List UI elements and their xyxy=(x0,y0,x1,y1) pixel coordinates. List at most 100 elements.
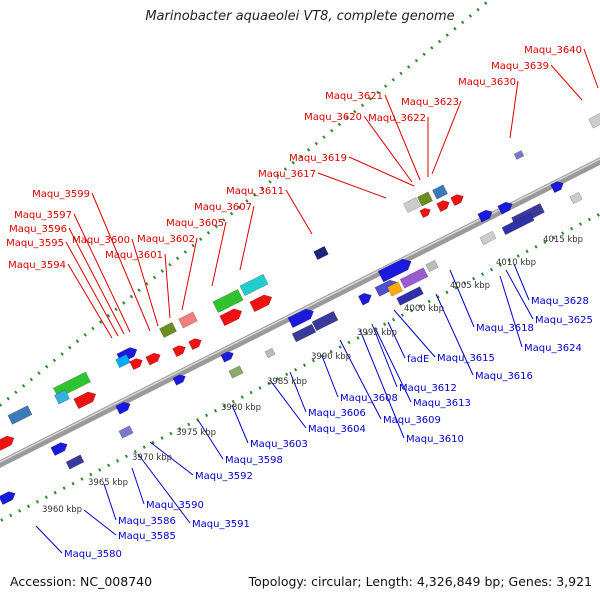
label-leaders xyxy=(35,48,599,554)
forward-gene-leader xyxy=(509,80,519,139)
forward-gene-leader xyxy=(384,94,421,181)
scale-tick-label: 3980 kbp xyxy=(221,403,261,413)
gene-feature-43 xyxy=(65,454,85,470)
gene-feature-35 xyxy=(497,201,513,215)
forward-gene-label: Maqu_3630 xyxy=(458,77,516,88)
gene-feature-29 xyxy=(417,191,433,207)
reverse-gene-label: Maqu_3580 xyxy=(64,549,122,560)
gene-feature-18 xyxy=(287,308,314,329)
forward-gene-label: Maqu_3595 xyxy=(6,238,64,249)
reverse-gene-leader xyxy=(197,419,224,460)
forward-gene-leader xyxy=(65,241,119,337)
gene-feature-33 xyxy=(450,194,464,207)
reverse-gene-leader xyxy=(103,483,117,521)
genome-summary: Topology: circular; Length: 4,326,849 bp… xyxy=(248,574,592,589)
gene-feature-41 xyxy=(569,191,583,205)
reverse-gene-leader xyxy=(269,379,307,429)
reverse-gene-leader xyxy=(449,269,475,328)
reverse-gene-label: Maqu_3613 xyxy=(413,398,471,409)
gene-feature-49 xyxy=(228,365,244,379)
gene-feature-12 xyxy=(172,345,186,358)
reverse-gene-leader xyxy=(393,309,436,358)
gene-feature-9 xyxy=(145,352,161,366)
gene-feature-25 xyxy=(387,281,403,297)
reverse-gene-label: Maqu_3628 xyxy=(531,296,589,307)
gene-feature-46 xyxy=(118,425,134,439)
forward-gene-label: Maqu_3622 xyxy=(368,113,426,124)
forward-gene-leader xyxy=(583,48,599,89)
reverse-gene-label: Maqu_3604 xyxy=(308,424,366,435)
reverse-gene-leader xyxy=(359,329,405,439)
reverse-gene-leader xyxy=(289,371,307,413)
forward-gene-label: Maqu_3600 xyxy=(72,235,130,246)
gene-feature-51 xyxy=(313,245,329,261)
gene-feature-47 xyxy=(172,374,186,386)
reverse-gene-leader xyxy=(375,329,412,403)
forward-gene-leader xyxy=(348,156,415,187)
forward-gene-leader xyxy=(164,253,171,319)
scale-tick-label: 4015 kbp xyxy=(543,235,583,245)
gene-feature-37 xyxy=(479,230,497,246)
gene-feature-19 xyxy=(311,310,339,332)
forward-gene-label: Maqu_3596 xyxy=(9,224,67,235)
gene-feature-11 xyxy=(178,311,198,329)
gene-feature-10 xyxy=(159,322,177,338)
reverse-gene-label: Maqu_3586 xyxy=(118,516,176,527)
scale-tick-label: 3960 kbp xyxy=(42,505,82,515)
gene-feature-22 xyxy=(377,258,412,283)
gene-feature-21 xyxy=(358,293,372,306)
forward-gene-leader xyxy=(91,192,151,332)
forward-gene-label: Maqu_3639 xyxy=(491,61,549,72)
scale-tick-label: 3965 kbp xyxy=(88,478,128,488)
reverse-gene-leader xyxy=(35,525,63,554)
gene-feature-27 xyxy=(425,259,439,273)
genome-title: Marinobacter aquaeolei VT8, complete gen… xyxy=(145,9,455,24)
reverse-gene-leader xyxy=(371,323,398,388)
gene-feature-24 xyxy=(399,267,429,289)
gene-feature-30 xyxy=(432,184,448,200)
forward-gene-label: Maqu_3619 xyxy=(289,153,347,164)
reverse-gene-label: Maqu_3609 xyxy=(383,415,441,426)
reverse-gene-label: Maqu_3612 xyxy=(399,383,457,394)
forward-gene-leader xyxy=(363,115,413,183)
reverse-gene-leader xyxy=(505,269,534,320)
reverse-gene-label: Maqu_3591 xyxy=(192,519,250,530)
gene-feature-17 xyxy=(249,294,273,313)
gene-feature-4 xyxy=(73,391,97,410)
gene-feature-34 xyxy=(477,209,493,223)
gene-feature-13 xyxy=(188,338,202,351)
scale-tick-label: 3995 kbp xyxy=(357,328,397,338)
reverse-gene-leader xyxy=(435,293,474,376)
gene-feature-52 xyxy=(513,150,525,160)
gene-feature-50 xyxy=(264,347,276,359)
forward-gene-leader xyxy=(68,227,125,335)
accession-text: Accession: NC_008740 xyxy=(10,574,153,589)
reverse-gene-label: Maqu_3606 xyxy=(308,408,366,419)
forward-gene-label: Maqu_3640 xyxy=(524,45,582,56)
forward-gene-leader xyxy=(285,189,313,235)
forward-gene-label: Maqu_3597 xyxy=(14,210,72,221)
reverse-gene-label: Maqu_3618 xyxy=(476,323,534,334)
forward-gene-leader xyxy=(550,64,583,101)
gene-feature-42 xyxy=(50,442,68,456)
scale-tick-label: 4005 kbp xyxy=(450,281,490,291)
gene-feature-14 xyxy=(212,289,244,313)
reverse-gene-label: Maqu_3615 xyxy=(437,353,495,364)
forward-gene-leader xyxy=(181,237,198,311)
scale-tick-label: 4010 kbp xyxy=(496,258,536,268)
reverse-gene-label: Maqu_3616 xyxy=(475,371,533,382)
forward-gene-leader xyxy=(431,100,462,175)
reverse-gene-label: Maqu_3625 xyxy=(535,315,593,326)
scale-tick-label: 3990 kbp xyxy=(311,352,351,362)
gene-feature-38 xyxy=(501,212,535,236)
forward-gene-label: Maqu_3601 xyxy=(105,250,163,261)
gene-features xyxy=(0,113,600,505)
forward-gene-label: Maqu_3605 xyxy=(166,218,224,229)
gene-feature-39 xyxy=(588,113,600,129)
gene-feature-31 xyxy=(419,207,431,219)
reverse-gene-leader xyxy=(321,355,339,398)
gene-labels: Maqu_3594 Maqu_3595 Maqu_3596 Maqu_3597 Maqu… xyxy=(6,45,593,560)
gene-feature-3 xyxy=(54,389,70,405)
forward-gene-label: Maqu_3607 xyxy=(194,202,252,213)
